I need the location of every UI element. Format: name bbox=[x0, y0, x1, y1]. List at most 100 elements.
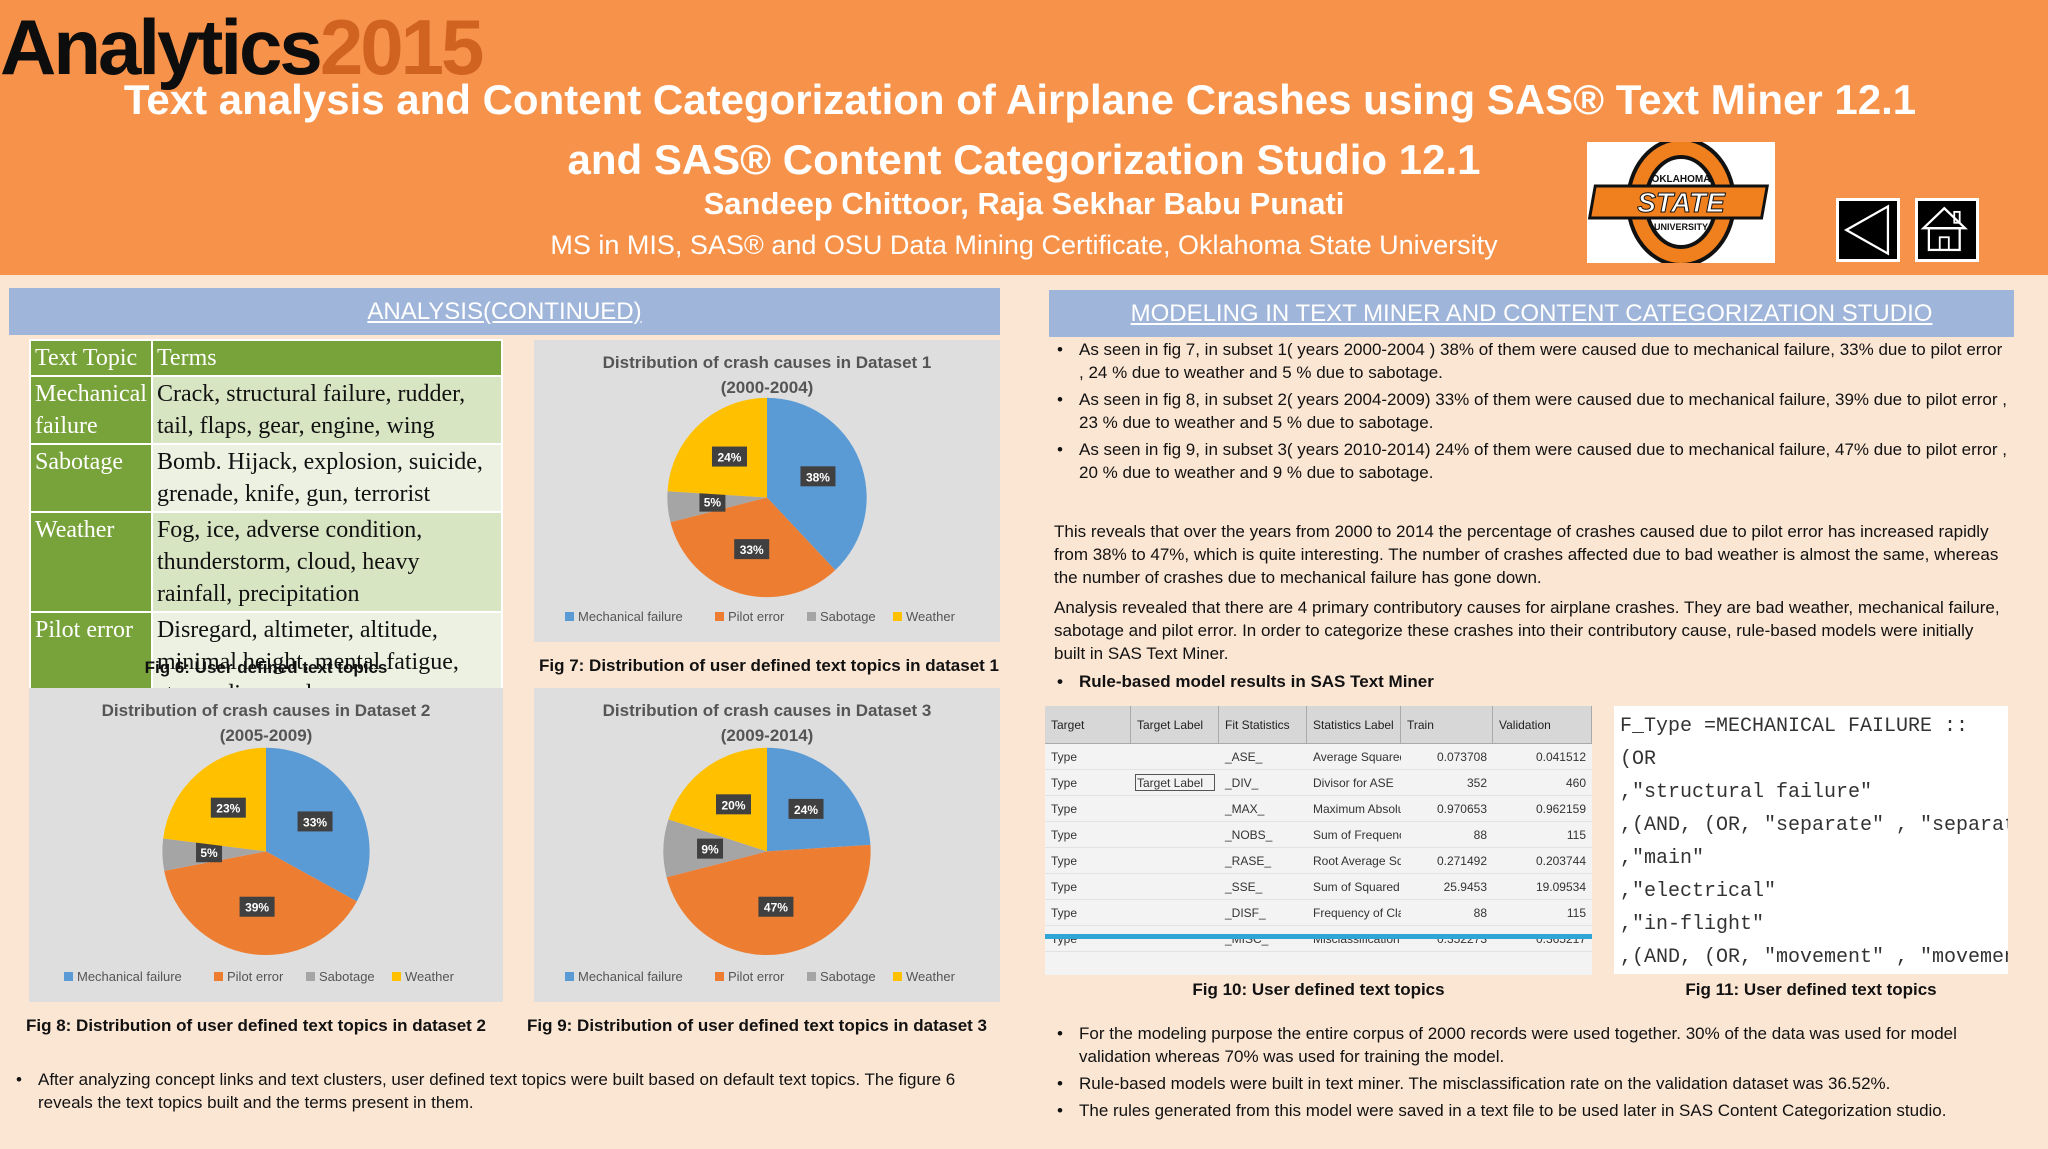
table-cell: _NOBS_ bbox=[1225, 828, 1273, 842]
column-header: Statistics Label bbox=[1307, 706, 1401, 743]
terms-cell: Crack, structural failure, rudder, tail,… bbox=[150, 375, 504, 445]
terms-cell: Bomb. Hijack, explosion, suicide, grenad… bbox=[150, 443, 504, 513]
column-header: Target bbox=[1045, 706, 1131, 743]
table-cell: Average Squared ... bbox=[1313, 750, 1401, 764]
data-label-bg bbox=[697, 838, 724, 859]
legend-swatch bbox=[565, 612, 574, 621]
data-label-bg bbox=[716, 794, 752, 815]
chart-subtitle: (2005-2009) bbox=[220, 726, 313, 745]
selection-highlight-line bbox=[1045, 934, 1592, 939]
fig7-caption: Fig 7: Distribution of user defined text… bbox=[539, 656, 999, 675]
table-header-cell: Terms bbox=[150, 339, 504, 377]
section-title-analysis: ANALYSIS(CONTINUED) bbox=[9, 288, 1000, 335]
table-cell bbox=[1131, 822, 1219, 847]
data-label-bg bbox=[297, 811, 333, 832]
osu-logo-line3: UNIVERSITY bbox=[1654, 222, 1708, 232]
table-cell: Type bbox=[1051, 828, 1078, 842]
table-cell: Type bbox=[1051, 854, 1078, 868]
poster-title-line-2: and SAS® Content Categorization Studio 1… bbox=[567, 136, 1481, 183]
legend-entry: Pilot error bbox=[728, 969, 785, 984]
legend-entry: Weather bbox=[906, 609, 956, 624]
list-item: As seen in fig 9, in subset 3( years 201… bbox=[1051, 438, 2011, 484]
pie-chart-svg: Distribution of crash causes in Dataset … bbox=[565, 701, 956, 984]
list-item: After analyzing concept links and text c… bbox=[10, 1068, 1000, 1114]
table-cell: Type bbox=[1051, 750, 1078, 764]
legend-entry: Pilot error bbox=[227, 969, 284, 984]
poster-affiliation: MS in MIS, SAS® and OSU Data Mining Cert… bbox=[550, 230, 1498, 260]
poster-header: Analytics2015 Text analysis and Content … bbox=[0, 0, 2048, 275]
topic-cell: Mechanical failure bbox=[29, 375, 153, 445]
table-cell: Sum of Squared E... bbox=[1313, 880, 1401, 894]
table-cell: 0.271492 bbox=[1436, 854, 1487, 868]
pie-chart-dataset-3: Distribution of crash causes in Dataset … bbox=[534, 688, 1000, 1002]
table-cell: 0.041512 bbox=[1535, 750, 1586, 764]
table-row: Type _MAX_ Maximum Absolut... 0.970653 0.962… bbox=[1045, 796, 1592, 822]
pie-chart-svg: Distribution of crash causes in Dataset … bbox=[64, 701, 455, 984]
fig6-caption: Fig 6: User defined text topics bbox=[144, 658, 388, 677]
analytics-2015-logo: Analytics2015 bbox=[0, 2, 484, 92]
table-cell: Sum of Frequencies bbox=[1313, 828, 1401, 842]
chart-subtitle: (2000-2004) bbox=[721, 378, 814, 397]
table-body: Type _ASE_ Average Squared ... 0.073708 0.04… bbox=[1045, 744, 1592, 952]
table-row: Type _SSE_ Sum of Squared E... 25.9453 19.09… bbox=[1045, 874, 1592, 900]
chart-subtitle: (2009-2014) bbox=[721, 726, 814, 745]
table-row: Type Target Label _DIV_ Divisor for ASE 352 4… bbox=[1045, 770, 1592, 796]
legend-entry: Mechanical failure bbox=[578, 609, 683, 624]
table-cell: _DISF_ bbox=[1225, 906, 1266, 920]
table-cell bbox=[1131, 796, 1219, 821]
list-item: As seen in fig 7, in subset 1( years 200… bbox=[1051, 338, 2011, 384]
table-cell: Type bbox=[1051, 776, 1078, 790]
table-cell: Frequency of Clas... bbox=[1313, 906, 1401, 920]
table-cell: Root Average Squ... bbox=[1313, 854, 1401, 868]
table-cell: 0.962159 bbox=[1535, 802, 1586, 816]
rules-code-box: F_Type =MECHANICAL FAILURE :: (OR ,"stru… bbox=[1614, 706, 2008, 974]
legend-entry: Sabotage bbox=[319, 969, 375, 984]
table-row: Mechanical failure Crack, structural fai… bbox=[29, 375, 504, 445]
findings-paragraph: This reveals that over the years from 20… bbox=[1054, 522, 1999, 587]
column-header: Fit Statistics bbox=[1219, 706, 1307, 743]
legend-swatch bbox=[807, 972, 816, 981]
legend-swatch bbox=[893, 612, 902, 621]
back-button[interactable] bbox=[1836, 198, 1900, 262]
legend-entry: Weather bbox=[405, 969, 455, 984]
legend-swatch bbox=[715, 612, 724, 621]
data-label-bg bbox=[734, 539, 770, 560]
data-label-bg bbox=[239, 896, 275, 917]
chart-title: Distribution of crash causes in Dataset … bbox=[603, 701, 932, 720]
legend-entry: Mechanical failure bbox=[77, 969, 182, 984]
fig11-caption: Fig 11: User defined text topics bbox=[1685, 980, 1937, 999]
data-label: 24% bbox=[794, 803, 818, 817]
osu-logo: OKLAHOMA STATE UNIVERSITY bbox=[1587, 137, 1775, 267]
home-button[interactable] bbox=[1915, 198, 1979, 262]
terms-cell: Fog, ice, adverse condition, thunderstor… bbox=[150, 511, 504, 613]
osu-logo-line2: STATE bbox=[1637, 187, 1726, 218]
triangle-left-icon bbox=[1843, 204, 1890, 256]
data-label-bg bbox=[196, 842, 223, 863]
table-cell bbox=[1131, 848, 1219, 873]
list-item: For the modeling purpose the entire corp… bbox=[1051, 1022, 2013, 1068]
osu-logo-line1: OKLAHOMA bbox=[1652, 174, 1711, 185]
table-cell: 88 bbox=[1473, 906, 1487, 920]
list-item: As seen in fig 8, in subset 2( years 200… bbox=[1051, 388, 2011, 434]
data-label: 33% bbox=[740, 543, 764, 557]
table-cell: _RASE_ bbox=[1225, 854, 1272, 868]
column-header: Target Label bbox=[1131, 706, 1219, 743]
left-bullet-list: After analyzing concept links and text c… bbox=[10, 1068, 1000, 1118]
table-cell: 88 bbox=[1473, 828, 1487, 842]
table-row: Weather Fog, ice, adverse condition, thu… bbox=[29, 511, 504, 613]
table-cell: 0.073708 bbox=[1436, 750, 1487, 764]
column-header: Train bbox=[1401, 706, 1493, 743]
poster-authors: Sandeep Chittoor, Raja Sekhar Babu Punat… bbox=[703, 186, 1345, 221]
right-bullet-list-top: As seen in fig 7, in subset 1( years 200… bbox=[1051, 338, 2011, 488]
topic-cell: Weather bbox=[29, 511, 153, 613]
table-cell: Divisor for ASE bbox=[1313, 776, 1394, 790]
table-cell: 352 bbox=[1466, 776, 1487, 790]
right-bullet-list-bottom: For the modeling purpose the entire corp… bbox=[1051, 1022, 2013, 1126]
data-label-bg bbox=[758, 896, 794, 917]
chart-title: Distribution of crash causes in Dataset … bbox=[102, 701, 431, 720]
data-label-bg bbox=[210, 797, 246, 818]
data-label-bg bbox=[711, 446, 747, 467]
table-cell bbox=[1131, 744, 1219, 769]
table-row: Sabotage Bomb. Hijack, explosion, suicid… bbox=[29, 443, 504, 513]
text-topics-table: Text Topic Terms Mechanical failure Crac… bbox=[29, 339, 504, 713]
